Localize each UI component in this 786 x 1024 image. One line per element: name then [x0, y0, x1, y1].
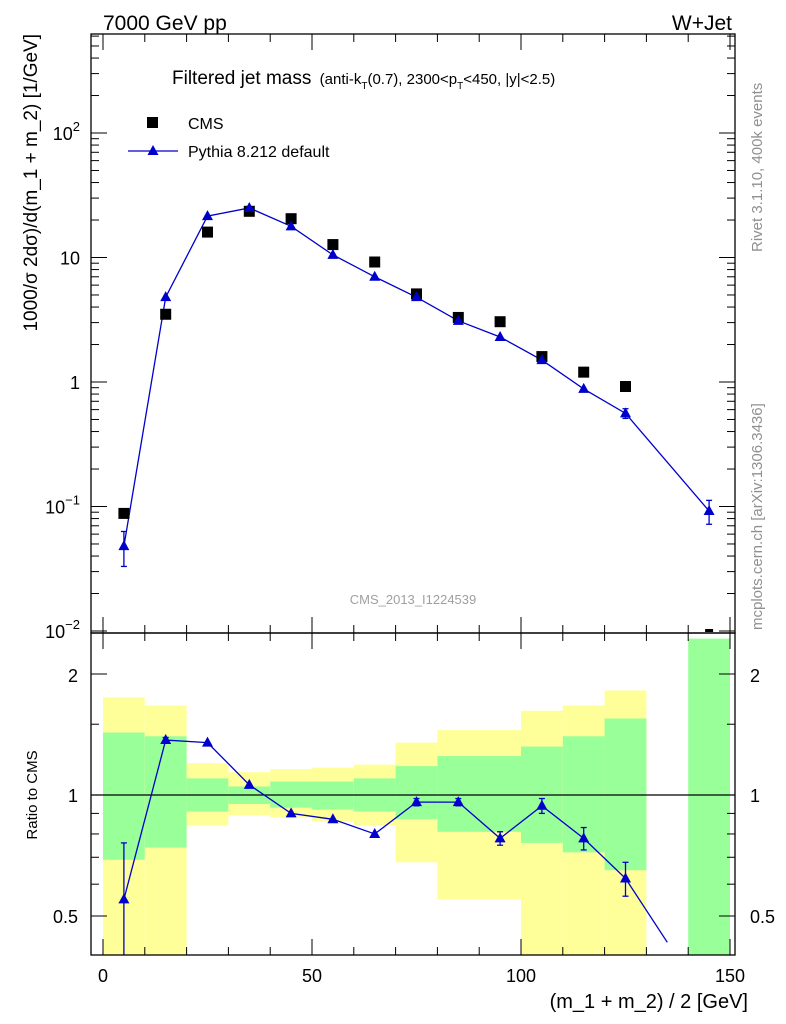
main-ylabel: 1000/σ 2dσ)/d(m_1 + m_2) [1/GeV] [21, 34, 42, 332]
ratio-band-inner [688, 638, 730, 955]
mc-point [327, 248, 339, 259]
xtick-label-150: 150 [715, 966, 745, 986]
ratio-band-inner [604, 718, 647, 871]
ratio-ytick-right-05: 0.5 [750, 907, 775, 927]
ratio-mc-point [494, 832, 506, 843]
mc-point [578, 382, 590, 393]
data-point [285, 213, 297, 225]
ratio-mc-point [620, 872, 631, 883]
mc-point [536, 354, 548, 365]
mc-line [123, 207, 710, 547]
data-point [118, 507, 130, 519]
mc-point [160, 291, 172, 302]
legend: CMS Pythia 8.212 default [128, 116, 330, 161]
data-point [327, 239, 339, 251]
ratio-band-inner [395, 766, 438, 820]
xtick-label-0: 0 [98, 966, 108, 986]
ratio-ytick-right-1: 1 [750, 786, 760, 806]
mc-point [202, 210, 213, 221]
main-ytick-label: 102 [53, 119, 80, 144]
main-title: Filtered jet mass (anti-kT(0.7), 2300<pT… [172, 68, 555, 92]
ratio-mc-point [118, 893, 130, 904]
legend-mc-label: Pythia 8.212 default [188, 144, 330, 161]
data-point [494, 316, 506, 328]
data-point [160, 308, 172, 320]
ratio-ytick-left-05: 0.5 [53, 907, 78, 927]
ratio-ytick-right-2: 2 [750, 666, 760, 686]
ratio-band-inner [103, 732, 145, 860]
watermark: CMS_2013_I1224539 [350, 592, 477, 607]
legend-data-label: CMS [188, 116, 224, 133]
x-axis: 0 50 100 150 (m_1 + m_2) / 2 [GeV] [98, 966, 748, 1013]
xtick-label-100: 100 [506, 966, 536, 986]
main-panel: 10−2 10−1 1 10 102 Filtered jet mass (anti-k… [21, 33, 736, 642]
data-point [620, 381, 631, 393]
main-ytick-label: 10−1 [45, 493, 80, 518]
data-point [202, 226, 213, 238]
header-left: 7000 GeV pp [103, 12, 227, 35]
mc-point [243, 201, 255, 212]
mc-point [118, 540, 130, 551]
mc-point [411, 291, 422, 302]
data-point [369, 256, 381, 268]
ratio-mc-point [285, 807, 297, 818]
data-point-offscale [705, 629, 714, 632]
ratio-mc-point [202, 736, 213, 747]
mc-point [452, 314, 464, 325]
ratio-mc-point [452, 796, 464, 807]
xtick-label-50: 50 [302, 966, 322, 986]
ratio-band-inner [144, 736, 187, 848]
ratio-panel: Ratio to CMS 2 1 0.5 2 1 0.5 [24, 632, 775, 956]
ratio-band-inner [437, 756, 521, 832]
rivet-label: Rivet 3.1.10, 400k events [749, 83, 766, 252]
mc-point [494, 330, 506, 341]
mc-point [369, 270, 381, 281]
ratio-mc-point [160, 734, 172, 745]
ratio-frame [90, 632, 736, 956]
ratio-mc-point [578, 832, 590, 843]
mc-point [285, 220, 297, 231]
ratio-mc-point [327, 813, 339, 824]
ratio-ylabel: Ratio to CMS [24, 750, 41, 839]
x-axis-label: (m_1 + m_2) / 2 [GeV] [550, 991, 748, 1013]
legend-data-marker [147, 117, 158, 128]
ratio-ytick-left-2: 2 [68, 666, 78, 686]
header-right: W+Jet [672, 12, 732, 35]
mc-point [703, 505, 715, 516]
ratio-mc-point [369, 827, 381, 838]
main-ytick-label: 1 [70, 373, 80, 393]
main-ytick-label: 10−2 [45, 617, 80, 642]
ratio-mc-line [123, 739, 668, 943]
mc-point [620, 407, 631, 418]
ratio-mc-point [243, 778, 255, 789]
legend-mc-marker [147, 145, 159, 155]
mcplots-label: mcplots.cern.ch [arXiv:1306.3436] [749, 403, 766, 630]
ratio-ytick-left-1: 1 [68, 786, 78, 806]
main-ytick-label: 10 [60, 249, 80, 269]
data-point [578, 366, 590, 378]
ratio-mc-point [411, 796, 422, 807]
ratio-mc-point [536, 799, 548, 810]
